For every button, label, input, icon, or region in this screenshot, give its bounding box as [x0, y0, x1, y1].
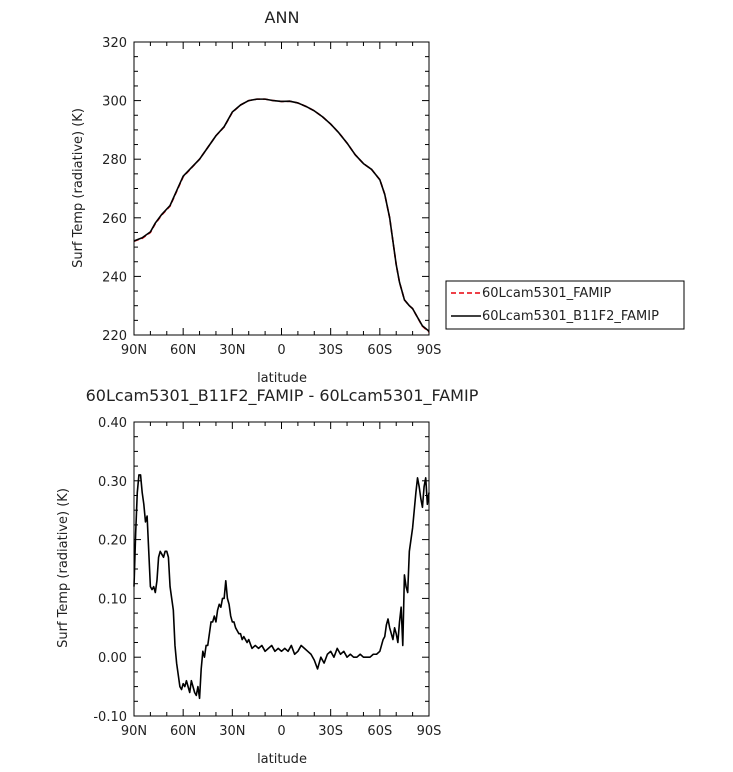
- top-ytick-label: 300: [102, 95, 127, 110]
- bottom-ytick-label: -0.10: [93, 710, 127, 725]
- top-xtick-label: 30S: [318, 343, 343, 358]
- top-xtick-label: 60S: [367, 343, 392, 358]
- top-panel: ANN latitude Surf Temp (radiative) (K) 9…: [71, 8, 441, 386]
- top-series-line-1: [134, 99, 429, 331]
- top-ytick-label: 220: [102, 329, 127, 344]
- bottom-ylabel: Surf Temp (radiative) (K): [56, 488, 71, 648]
- top-xtick-label: 0: [277, 343, 285, 358]
- bottom-panel: 60Lcam5301_B11F2_FAMIP - 60Lcam5301_FAMI…: [56, 386, 479, 767]
- legend-label-b11f2: 60Lcam5301_B11F2_FAMIP: [482, 309, 659, 324]
- top-title: ANN: [265, 8, 300, 27]
- top-ytick-label: 240: [102, 270, 127, 285]
- bottom-title: 60Lcam5301_B11F2_FAMIP - 60Lcam5301_FAMI…: [86, 386, 479, 406]
- bottom-ytick-label: 0.20: [98, 534, 127, 549]
- bottom-xlabel: latitude: [257, 752, 307, 767]
- bottom-ytick-label: 0.40: [98, 416, 127, 431]
- bottom-xtick-label: 60S: [367, 724, 392, 739]
- bottom-ytick-label: 0.00: [98, 651, 127, 666]
- top-ytick-label: 280: [102, 153, 127, 168]
- bottom-xtick-label: 60N: [170, 724, 196, 739]
- bottom-series-group: [134, 475, 429, 698]
- legend-label-famip: 60Lcam5301_FAMIP: [482, 286, 611, 301]
- top-series-line-0: [134, 99, 429, 332]
- top-tick-group: 90N 60N 30N 0 30S 60S 90S 220 240 260 280 300 320: [102, 36, 441, 358]
- bottom-xtick-label: 30S: [318, 724, 343, 739]
- bottom-xtick-label: 0: [277, 724, 285, 739]
- bottom-xtick-label: 90S: [417, 724, 442, 739]
- top-xtick-label: 90S: [417, 343, 442, 358]
- legend: 60Lcam5301_FAMIP 60Lcam5301_B11F2_FAMIP: [446, 281, 684, 329]
- bottom-ytick-label: 0.30: [98, 475, 127, 490]
- bottom-tick-group: 90N 60N 30N 0 30S 60S 90S -0.10 0.00 0.10 0.20 0.30…: [93, 416, 441, 739]
- bottom-xtick-label: 90N: [121, 724, 147, 739]
- top-ylabel: Surf Temp (radiative) (K): [71, 108, 86, 268]
- bottom-xtick-label: 30N: [219, 724, 245, 739]
- bottom-ytick-label: 0.10: [98, 592, 127, 607]
- top-xtick-label: 60N: [170, 343, 196, 358]
- top-ytick-label: 260: [102, 212, 127, 227]
- top-xtick-label: 30N: [219, 343, 245, 358]
- bottom-series-line-0: [134, 475, 429, 698]
- top-xlabel: latitude: [257, 371, 307, 386]
- top-series-group: [134, 99, 429, 332]
- top-xtick-label: 90N: [121, 343, 147, 358]
- top-ytick-label: 320: [102, 36, 127, 51]
